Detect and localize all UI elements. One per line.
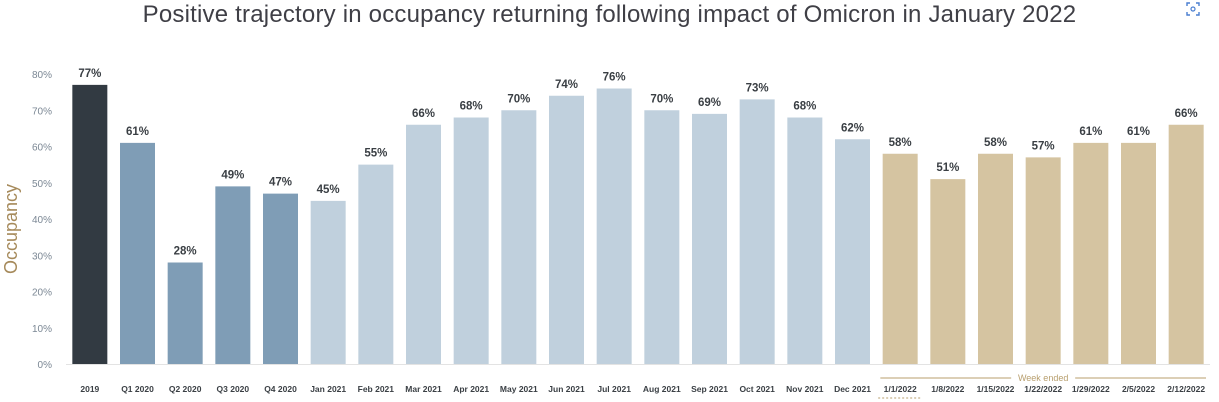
bar: [787, 117, 823, 364]
x-tick-label: 2/5/2022: [1122, 384, 1155, 394]
y-tick-label: 50%: [32, 179, 52, 190]
y-tick-label: 0%: [38, 360, 53, 371]
data-label: 68%: [793, 101, 816, 113]
x-tick-label: Dec 2021: [834, 384, 871, 394]
data-label: 76%: [603, 72, 626, 84]
bar: [882, 153, 918, 364]
data-label: 70%: [650, 93, 673, 105]
data-label: 45%: [317, 184, 340, 196]
expand-icon[interactable]: [1186, 2, 1200, 16]
data-label: 28%: [174, 246, 197, 258]
bar: [263, 193, 298, 364]
x-tick-label: 1/1/2022: [884, 384, 917, 394]
x-tick-label: Nov 2021: [786, 384, 824, 394]
bar: [644, 110, 680, 364]
bar: [72, 84, 108, 364]
bar: [1073, 142, 1109, 364]
bar: [406, 124, 441, 364]
y-tick-label: 10%: [32, 324, 52, 335]
y-tick-label: 80%: [32, 70, 52, 81]
x-tick-label: Aug 2021: [643, 384, 681, 394]
data-label: 47%: [269, 177, 292, 189]
data-label: 74%: [555, 79, 578, 91]
bar: [549, 95, 584, 364]
bar: [167, 262, 203, 364]
x-tick-label: Q2 2020: [169, 384, 202, 394]
y-tick-label: 30%: [32, 251, 52, 262]
bar: [453, 117, 489, 364]
data-label: 57%: [1032, 140, 1055, 152]
y-tick-label: 70%: [32, 106, 52, 117]
data-label: 62%: [841, 122, 864, 134]
bar: [930, 179, 966, 364]
bar: [978, 153, 1013, 364]
y-tick-label: 40%: [32, 215, 52, 226]
x-tick-label: 1/29/2022: [1072, 384, 1110, 394]
data-label: 55%: [364, 148, 387, 160]
data-label: 61%: [1127, 126, 1150, 138]
x-tick-label: Mar 2021: [405, 384, 442, 394]
x-tick-label: Jan 2021: [310, 384, 346, 394]
x-tick-label: Q4 2020: [264, 384, 297, 394]
x-tick-label: Apr 2021: [453, 384, 489, 394]
data-label: 58%: [889, 137, 912, 149]
x-tick-label: May 2021: [500, 384, 538, 394]
data-label: 69%: [698, 97, 721, 109]
x-tick-label: 1/8/2022: [931, 384, 964, 394]
bar: [310, 200, 346, 364]
data-label: 73%: [746, 82, 769, 94]
bar: [358, 164, 394, 364]
bar: [215, 186, 251, 364]
x-tick-label: 2/12/2022: [1167, 384, 1205, 394]
bar: [596, 88, 632, 364]
x-tick-label: Feb 2021: [358, 384, 395, 394]
bar: [835, 139, 870, 364]
bar: [1025, 157, 1061, 364]
bar: [692, 113, 727, 364]
y-axis-label: Occupancy: [1, 184, 21, 274]
annotation-week-ended: Week ended: [1018, 373, 1068, 383]
data-label: 66%: [412, 108, 435, 120]
data-label: 58%: [984, 137, 1007, 149]
x-tick-label: 1/15/2022: [977, 384, 1015, 394]
bar: [1121, 142, 1156, 364]
y-tick-label: 60%: [32, 143, 52, 154]
data-label: 68%: [460, 101, 483, 113]
bar: [1168, 124, 1204, 364]
bar: [501, 110, 537, 364]
data-label: 70%: [507, 93, 530, 105]
chart-title: Positive trajectory in occupancy returni…: [142, 1, 1077, 28]
data-label: 49%: [221, 169, 244, 181]
data-label: 66%: [1175, 108, 1198, 120]
data-label: 77%: [78, 68, 101, 80]
x-tick-label: 2019: [80, 384, 99, 394]
x-tick-label: Sep 2021: [691, 384, 728, 394]
y-tick-label: 20%: [32, 288, 52, 299]
data-label: 61%: [126, 126, 149, 138]
x-tick-label: Jul 2021: [597, 384, 631, 394]
data-label: 61%: [1079, 126, 1102, 138]
bar: [739, 99, 775, 364]
data-label: 51%: [936, 162, 959, 174]
x-tick-label: Jun 2021: [548, 384, 585, 394]
bar: [120, 142, 155, 364]
x-tick-label: Q1 2020: [121, 384, 154, 394]
x-tick-label: Oct 2021: [739, 384, 775, 394]
x-tick-label: 1/22/2022: [1024, 384, 1062, 394]
x-tick-label: Q3 2020: [217, 384, 250, 394]
